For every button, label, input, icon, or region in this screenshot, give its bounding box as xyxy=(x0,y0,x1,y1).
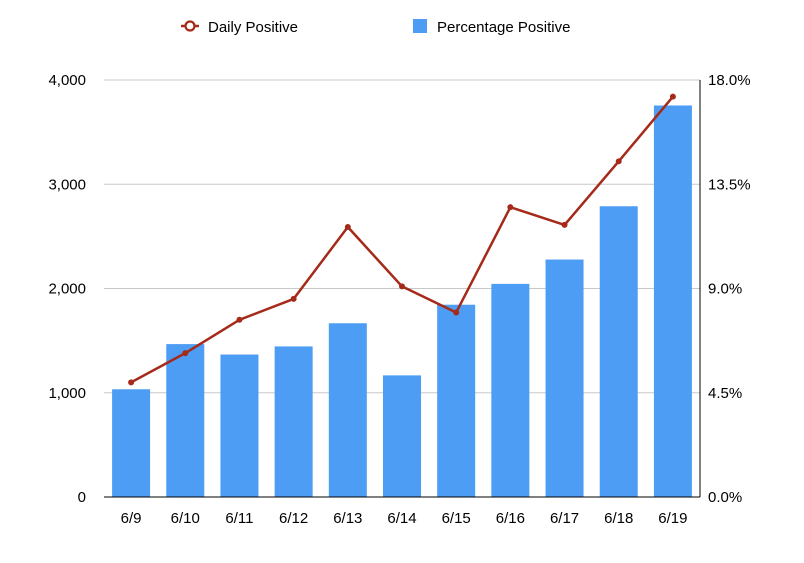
line-series xyxy=(128,93,676,386)
x-tick-label: 6/16 xyxy=(496,510,525,527)
line-point xyxy=(507,204,514,211)
bar xyxy=(491,283,530,497)
tick-labels: 0 1,000 2,000 3,000 4,000 0.0% 4.5% 9.0% 13.5% 18… xyxy=(48,72,750,527)
bar xyxy=(599,206,638,497)
x-tick-label: 6/14 xyxy=(387,510,416,527)
x-tick-label: 6/13 xyxy=(333,510,362,527)
y-right-tick-label: 9.0% xyxy=(708,281,742,298)
bar xyxy=(274,346,313,497)
line-point xyxy=(236,316,243,323)
bar xyxy=(328,323,367,497)
x-tick-label: 6/9 xyxy=(121,510,142,527)
line-point xyxy=(182,350,189,357)
y-left-tick-label: 3,000 xyxy=(48,176,86,193)
bar xyxy=(112,389,151,497)
x-tick-label: 6/19 xyxy=(658,510,687,527)
bar xyxy=(383,375,421,497)
legend: Daily Positive Percentage Positive xyxy=(181,19,570,36)
x-tick-label: 6/18 xyxy=(604,510,633,527)
bar-series xyxy=(112,105,692,497)
y-left-tick-label: 0 xyxy=(78,489,86,506)
y-right-tick-label: 0.0% xyxy=(708,489,742,506)
line-point xyxy=(561,221,568,228)
bar xyxy=(220,354,259,497)
x-tick-label: 6/12 xyxy=(279,510,308,527)
y-left-tick-label: 4,000 xyxy=(48,72,86,89)
legend-label: Percentage Positive xyxy=(437,19,570,36)
x-tick-label: 6/10 xyxy=(171,510,200,527)
legend-label: Daily Positive xyxy=(208,19,298,36)
line-point xyxy=(615,158,622,165)
x-tick-label: 6/17 xyxy=(550,510,579,527)
y-left-tick-label: 2,000 xyxy=(48,281,86,298)
line-point xyxy=(669,93,676,100)
line-point xyxy=(399,283,405,290)
x-tick-label: 6/15 xyxy=(442,510,471,527)
legend-line-marker xyxy=(184,20,196,32)
y-left-tick-label: 1,000 xyxy=(48,385,86,402)
y-right-tick-label: 13.5% xyxy=(708,176,751,193)
y-right-tick-label: 18.0% xyxy=(708,72,751,89)
line-point xyxy=(453,309,460,316)
x-tick-label: 6/11 xyxy=(225,510,253,527)
line-point xyxy=(344,223,351,230)
bar xyxy=(437,304,476,497)
bar xyxy=(653,105,692,497)
axes xyxy=(104,80,701,498)
line-point xyxy=(128,379,135,386)
line-point xyxy=(290,295,297,302)
bar xyxy=(166,344,205,497)
bar xyxy=(545,259,584,497)
legend-bar-swatch xyxy=(413,19,427,33)
line-path xyxy=(130,95,674,384)
y-right-tick-label: 4.5% xyxy=(708,385,742,402)
